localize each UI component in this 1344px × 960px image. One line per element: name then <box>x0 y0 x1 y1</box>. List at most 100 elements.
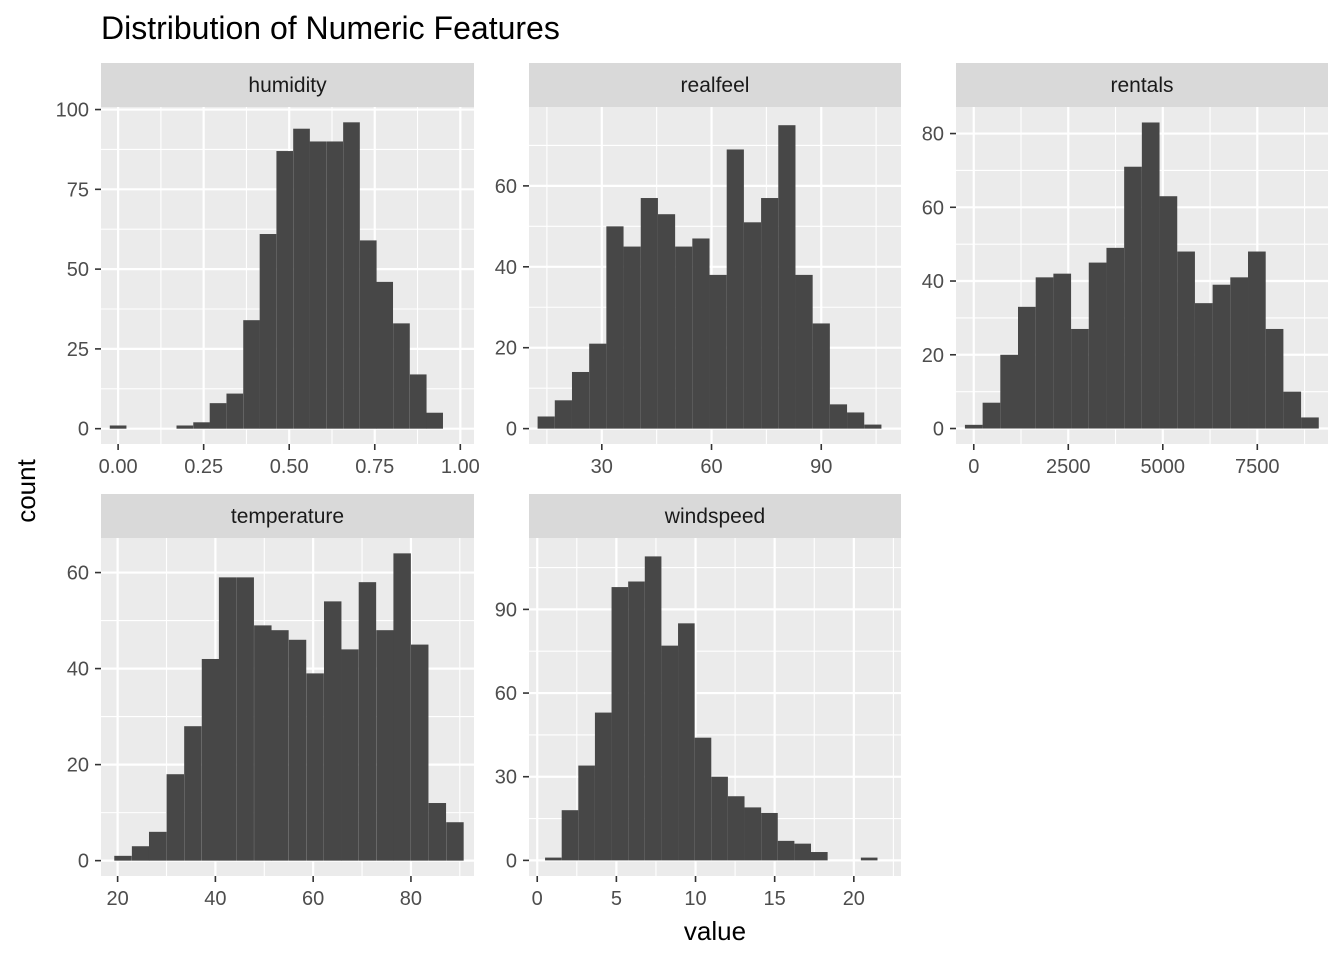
x-tick-label: 20 <box>843 888 865 910</box>
histogram-bar <box>193 422 210 429</box>
histogram-bar <box>1000 354 1018 429</box>
histogram-bar <box>795 274 813 429</box>
histogram-bar <box>1301 417 1319 429</box>
histogram-bar <box>794 843 812 861</box>
y-tick-label: 25 <box>67 339 89 361</box>
y-tick-label: 100 <box>56 100 89 122</box>
histogram-bar <box>847 412 865 429</box>
histogram-bar <box>860 857 878 861</box>
x-axis-title: value <box>684 916 746 946</box>
y-tick-label: 0 <box>78 851 89 873</box>
histogram-bar <box>271 630 289 861</box>
histogram-bar <box>640 198 658 429</box>
histogram-bar <box>309 141 327 429</box>
x-tick-label: 5000 <box>1141 456 1186 478</box>
histogram-bar <box>1230 277 1249 429</box>
histogram-bar <box>1124 166 1142 429</box>
histogram-bar <box>259 234 277 429</box>
histogram-bar <box>184 726 202 861</box>
histogram-bar <box>218 577 237 861</box>
histogram-bar <box>675 246 693 429</box>
histogram-bar <box>306 673 324 861</box>
histogram-bar <box>176 425 194 429</box>
histogram-bar <box>554 400 572 429</box>
histogram-bar <box>426 412 443 429</box>
histogram-bar <box>1035 277 1054 429</box>
histogram-bar <box>376 630 394 861</box>
y-tick-label: 50 <box>67 259 89 281</box>
facet-panel-realfeel: realfeel 30 60 90 0 20 40 60 <box>495 63 901 478</box>
histogram-bar <box>545 857 562 861</box>
histogram-bar <box>1141 122 1160 429</box>
x-tick-label: 0.75 <box>355 456 394 478</box>
histogram-bar <box>276 151 294 429</box>
histogram-bar <box>1088 262 1107 429</box>
x-tick-label: 60 <box>302 888 324 910</box>
histogram-bar <box>561 810 579 861</box>
x-tick-label: 40 <box>204 888 226 910</box>
y-tick-label: 60 <box>67 563 89 585</box>
histogram-bar <box>623 246 641 429</box>
histogram-bar <box>644 556 662 861</box>
histogram-bar <box>606 226 624 429</box>
histogram-bar <box>537 416 555 429</box>
histogram-bar <box>358 582 377 861</box>
histogram-bar <box>571 371 590 429</box>
y-tick-label: 60 <box>922 197 944 219</box>
y-tick-label: 60 <box>495 683 517 705</box>
x-tick-label: 60 <box>700 456 722 478</box>
histogram-bar <box>812 323 830 429</box>
x-tick-label: 0 <box>532 888 543 910</box>
x-tick-label: 0 <box>968 456 979 478</box>
histogram-bar <box>761 198 779 429</box>
histogram-bar <box>694 737 712 861</box>
y-axis-title: count <box>11 458 41 522</box>
histogram-bar <box>661 645 679 861</box>
histogram-bar <box>1248 251 1266 429</box>
histogram-bar <box>343 122 360 429</box>
x-tick-label: 15 <box>764 888 786 910</box>
x-tick-label: 80 <box>400 888 422 910</box>
y-tick-label: 20 <box>495 338 517 360</box>
histogram-bar <box>578 765 595 861</box>
histogram-bar <box>761 812 778 861</box>
x-tick-label: 0.50 <box>270 456 309 478</box>
x-tick-label: 5 <box>611 888 622 910</box>
histogram-bar <box>1283 391 1302 429</box>
histogram-bar <box>411 644 429 861</box>
y-tick-label: 80 <box>922 124 944 146</box>
histogram-bar <box>359 240 377 429</box>
histogram-bar <box>254 625 272 861</box>
x-tick-label: 90 <box>810 456 832 478</box>
histogram-bar <box>288 639 307 861</box>
histogram-bar <box>864 424 882 429</box>
facet-strip-label: rentals <box>1110 74 1173 97</box>
histogram-bar <box>428 803 447 861</box>
x-tick-label: 0.25 <box>184 456 223 478</box>
y-tick-label: 90 <box>495 599 517 621</box>
histogram-bar <box>611 587 629 861</box>
x-tick-label: 0.00 <box>99 456 138 478</box>
histogram-bar <box>964 424 983 429</box>
x-tick-label: 20 <box>106 888 128 910</box>
x-tick-label: 2500 <box>1046 456 1091 478</box>
histogram-bar <box>982 402 1001 429</box>
histogram-bar <box>1194 303 1213 429</box>
histogram-bar <box>236 577 254 861</box>
histogram-bar <box>811 852 828 861</box>
histogram-bar <box>1053 273 1072 429</box>
y-tick-label: 20 <box>922 345 944 367</box>
facet-strip-label: humidity <box>248 74 327 97</box>
histogram-bar <box>341 649 359 861</box>
histogram-bar <box>726 149 744 429</box>
histogram-bar <box>628 581 645 861</box>
y-tick-label: 0 <box>506 850 517 872</box>
histogram-bar <box>109 425 127 429</box>
histogram-bar <box>148 831 167 861</box>
x-tick-label: 30 <box>591 456 613 478</box>
y-tick-label: 40 <box>922 271 944 293</box>
y-tick-label: 30 <box>495 767 517 789</box>
facet-panel-humidity: humidity 0.00 0.25 0.50 0.75 1.00 0 25 50 75 100 <box>56 63 480 478</box>
